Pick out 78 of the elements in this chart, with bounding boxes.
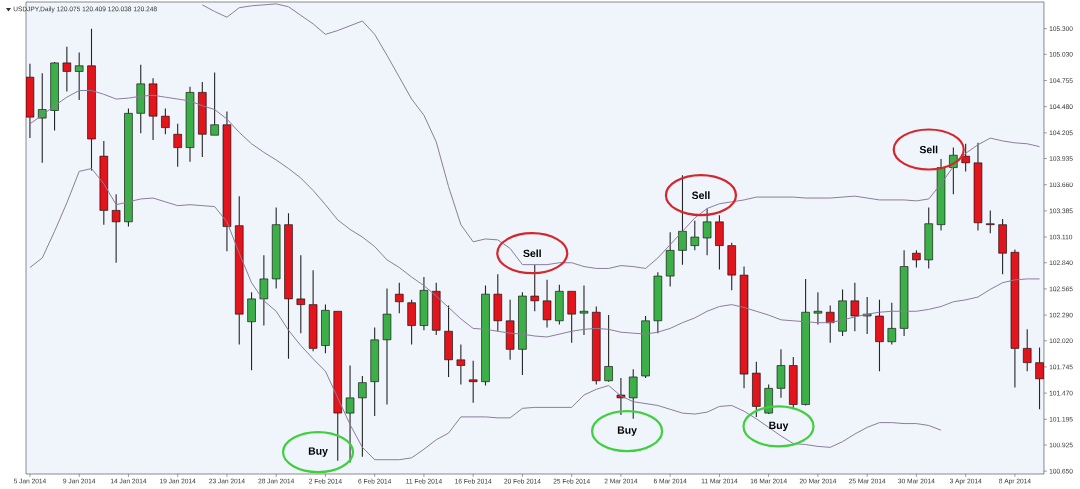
annotation: Buy <box>769 421 789 432</box>
candlestick <box>875 299 884 372</box>
candlestick <box>395 282 404 314</box>
candlestick <box>653 271 663 334</box>
candlestick <box>912 249 921 269</box>
candlestick <box>333 310 342 462</box>
candlestick <box>727 242 736 291</box>
candlestick <box>592 305 601 386</box>
candlestick <box>678 174 687 266</box>
candlestick <box>936 158 946 231</box>
candlestick <box>382 287 392 406</box>
candlestick <box>961 143 970 172</box>
candlestick <box>259 254 269 327</box>
candlestick <box>222 110 232 252</box>
candlestick <box>690 220 700 251</box>
annotation: Buy <box>617 426 637 436</box>
candlestick <box>986 209 995 234</box>
candlestick <box>247 291 256 371</box>
candlestick <box>235 195 244 346</box>
candlestick <box>468 360 478 404</box>
candlestick <box>850 282 860 332</box>
candlestick <box>148 77 158 141</box>
candlestick <box>542 279 552 328</box>
candlestick <box>887 302 897 346</box>
candlestick <box>801 278 810 405</box>
annotation: Sell <box>919 145 938 154</box>
candlestick <box>628 368 638 420</box>
candlestick <box>296 254 306 334</box>
candlestick <box>198 81 207 158</box>
candlestick <box>604 314 613 382</box>
annotation: Buy <box>308 447 328 457</box>
candlestick <box>567 290 576 344</box>
candlestick <box>111 193 121 264</box>
candlestick <box>493 273 503 332</box>
candlestick <box>50 62 59 132</box>
candlestick <box>308 269 318 352</box>
candlestick <box>444 305 453 378</box>
candlestick <box>358 375 367 458</box>
candlestick <box>99 140 109 226</box>
annotation: Sell <box>523 249 541 258</box>
candlestick <box>124 108 133 228</box>
candlestick <box>1022 328 1032 372</box>
candlestick <box>813 291 823 326</box>
candlestick <box>456 344 466 386</box>
candlestick <box>998 218 1007 275</box>
candlestick <box>271 207 281 289</box>
candlestick <box>924 207 933 269</box>
candlestick <box>210 71 219 136</box>
candlestick <box>419 276 429 331</box>
candlestick <box>739 266 749 389</box>
candlestick <box>530 264 539 312</box>
candlestick <box>752 361 761 418</box>
candlestick <box>665 231 675 288</box>
candlestick <box>973 142 983 231</box>
candlestick <box>518 291 527 376</box>
candlestick <box>579 285 589 336</box>
candlestick <box>284 212 293 360</box>
candlestick <box>74 51 84 101</box>
candlestick <box>825 305 835 344</box>
candlestick <box>62 46 72 92</box>
candlestick <box>838 288 847 337</box>
candlestick <box>555 284 564 326</box>
candlestick <box>38 72 47 164</box>
annotation: Sell <box>691 191 710 200</box>
candlestick <box>702 207 712 256</box>
candlestick <box>370 326 379 417</box>
candlestick <box>136 64 145 134</box>
candlestick <box>505 299 515 361</box>
candlestick <box>185 86 195 163</box>
candlestick <box>715 214 724 270</box>
candlestick <box>899 249 909 337</box>
candlestick <box>641 315 650 379</box>
candlestick <box>407 299 416 346</box>
candlestick <box>776 348 786 399</box>
candlestick <box>345 364 355 464</box>
candlestick <box>87 28 96 171</box>
candlestick <box>1010 248 1020 388</box>
candlestick <box>173 123 182 168</box>
